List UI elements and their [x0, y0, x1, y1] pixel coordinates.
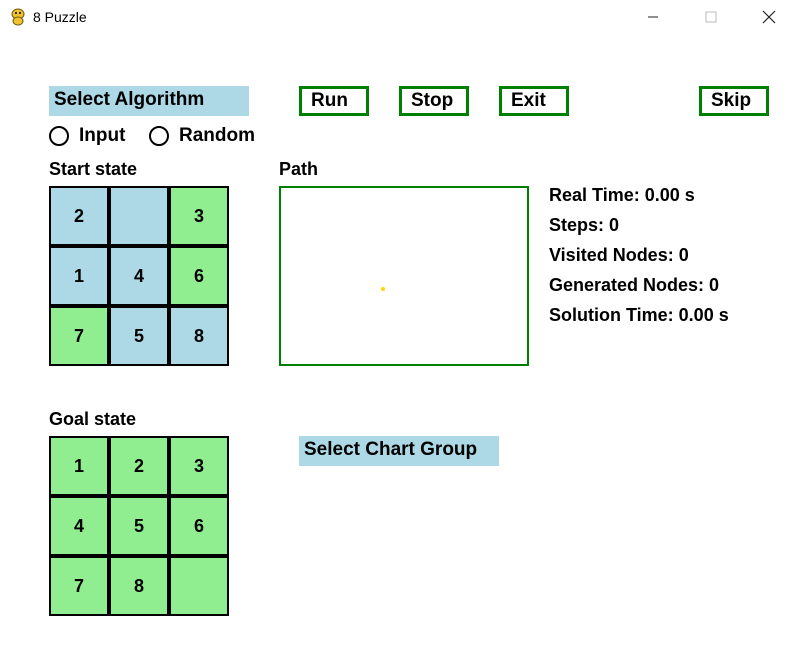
path-marker: [381, 287, 385, 291]
radio-circle[interactable]: [149, 126, 169, 146]
goal-tile[interactable]: [169, 556, 229, 616]
skip-button[interactable]: Skip: [699, 86, 769, 116]
start-state-grid: 2 3 1 4 6 7 5 8: [49, 186, 229, 366]
start-tile[interactable]: 6: [169, 246, 229, 306]
start-tile[interactable]: 8: [169, 306, 229, 366]
maximize-button[interactable]: [688, 0, 734, 34]
radio-input-label: Input: [79, 125, 126, 146]
start-tile[interactable]: 3: [169, 186, 229, 246]
start-tile[interactable]: 1: [49, 246, 109, 306]
radio-random-label: Random: [179, 125, 255, 146]
start-tile[interactable]: 5: [109, 306, 169, 366]
exit-button[interactable]: Exit: [499, 86, 569, 116]
minimize-button[interactable]: [630, 0, 676, 34]
start-tile[interactable]: 2: [49, 186, 109, 246]
maximize-icon: [705, 11, 717, 23]
select-chart-group-dropdown[interactable]: Select Chart Group: [299, 436, 499, 466]
path-display: [279, 186, 529, 366]
solution-time-stat: Solution Time: 0.00 s: [549, 305, 729, 325]
start-tile[interactable]: 4: [109, 246, 169, 306]
minimize-icon: [648, 16, 658, 18]
radio-input[interactable]: Input: [49, 125, 125, 147]
window-title: 8 Puzzle: [33, 9, 87, 25]
goal-tile[interactable]: 2: [109, 436, 169, 496]
goal-tile[interactable]: 3: [169, 436, 229, 496]
goal-tile[interactable]: 1: [49, 436, 109, 496]
goal-tile[interactable]: 4: [49, 496, 109, 556]
goal-tile[interactable]: 5: [109, 496, 169, 556]
radio-circle[interactable]: [49, 126, 69, 146]
select-algorithm-dropdown[interactable]: Select Algorithm: [49, 86, 249, 116]
goal-tile[interactable]: 6: [169, 496, 229, 556]
python-snake-icon: [11, 8, 25, 26]
close-icon: [762, 10, 776, 24]
stop-button[interactable]: Stop: [399, 86, 469, 116]
start-state-label: Start state: [49, 159, 138, 179]
title-bar: 8 Puzzle: [0, 0, 790, 34]
start-tile[interactable]: 7: [49, 306, 109, 366]
steps-stat: Steps: 0: [549, 215, 620, 235]
run-button[interactable]: Run: [299, 86, 369, 116]
close-button[interactable]: [746, 0, 790, 34]
start-tile[interactable]: [109, 186, 169, 246]
goal-state-grid: 1 2 3 4 5 6 7 8: [49, 436, 229, 616]
path-label: Path: [279, 159, 319, 179]
radio-random[interactable]: Random: [149, 125, 255, 147]
goal-tile[interactable]: 7: [49, 556, 109, 616]
goal-tile[interactable]: 8: [109, 556, 169, 616]
real-time-stat: Real Time: 0.00 s: [549, 185, 695, 205]
visited-nodes-stat: Visited Nodes: 0: [549, 245, 689, 265]
goal-state-label: Goal state: [49, 409, 137, 429]
generated-nodes-stat: Generated Nodes: 0: [549, 275, 720, 295]
